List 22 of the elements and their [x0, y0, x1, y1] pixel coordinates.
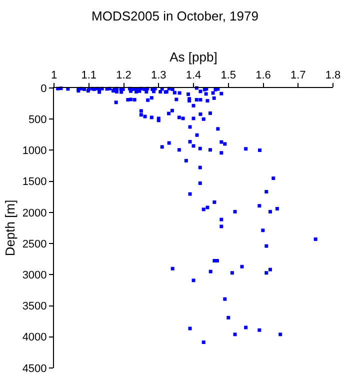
- x-tick-label: 1.5: [220, 70, 236, 82]
- x-tick-label: 1.4: [186, 70, 202, 82]
- y-tick-label: 2500: [22, 238, 47, 250]
- y-tick-label: 4500: [22, 362, 47, 375]
- x-tick-label: 1: [50, 70, 58, 82]
- y-axis-title: Depth [m]: [2, 200, 18, 256]
- x-tick-label: 1.2: [116, 70, 132, 82]
- y-tick-label: 3000: [22, 270, 47, 282]
- y-tick-label: 2000: [22, 207, 47, 220]
- x-tick-label: 1.6: [256, 70, 271, 82]
- x-tick-label: 1.1: [81, 70, 97, 82]
- y-tick-label: 500: [28, 114, 47, 126]
- y-tick-label: 1000: [22, 145, 47, 158]
- x-axis-title: As [ppb]: [170, 50, 218, 65]
- y-tick-label: 4000: [22, 332, 47, 344]
- y-tick-label: 0: [40, 82, 47, 95]
- x-tick-label: 1.8: [325, 70, 341, 82]
- x-tick-label: 1.7: [290, 70, 306, 82]
- chart-title: MODS2005 in October, 1979: [92, 8, 258, 24]
- y-tick-label: 3500: [22, 300, 47, 313]
- y-tick-label: 1500: [22, 176, 47, 188]
- x-tick-label: 1.3: [150, 70, 166, 82]
